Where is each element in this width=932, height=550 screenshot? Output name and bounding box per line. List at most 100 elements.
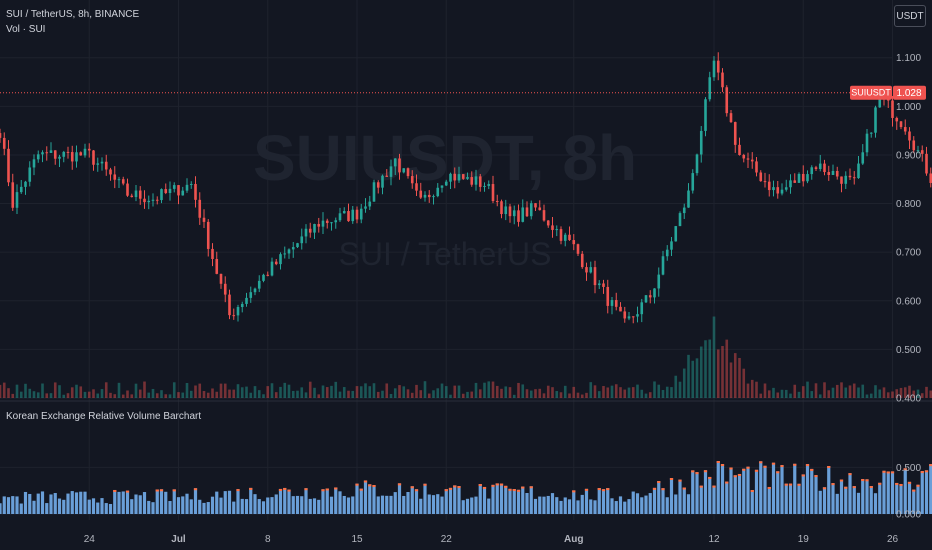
- volume-bar: [640, 389, 644, 398]
- candle-body: [126, 183, 129, 196]
- indicator-bar-cap: [601, 489, 606, 492]
- indicator-bar: [32, 500, 36, 514]
- candle-body: [929, 173, 932, 183]
- indicator-bar-cap: [325, 488, 329, 491]
- indicator-bar-cap: [716, 460, 720, 463]
- volume-bar: [219, 383, 223, 398]
- candle-body: [325, 220, 329, 224]
- indicator-bar: [151, 502, 155, 514]
- candle-body: [296, 243, 299, 248]
- candle-body: [151, 199, 155, 201]
- volume-bar: [912, 390, 916, 398]
- volume-bar: [66, 393, 70, 398]
- indicator-bar-cap: [869, 486, 873, 489]
- candle-body: [801, 173, 805, 182]
- indicator-bar: [461, 500, 465, 514]
- volume-bar: [891, 391, 894, 398]
- indicator-bar: [478, 483, 482, 514]
- candle-body: [364, 206, 367, 209]
- indicator-bar: [618, 496, 623, 514]
- candle-body: [66, 151, 70, 153]
- candle-body: [32, 159, 36, 168]
- indicator-legend[interactable]: Korean Exchange Relative Volume Barchart: [6, 411, 202, 422]
- candle-body: [852, 177, 856, 179]
- indicator-bar: [240, 498, 244, 514]
- candle-body: [563, 234, 567, 241]
- candle-body: [15, 192, 19, 208]
- time-axis[interactable]: 24Jul81522Aug121926Sep91623: [84, 534, 932, 545]
- volume-bar: [648, 392, 652, 398]
- candle-body: [844, 175, 848, 184]
- volume-bar: [746, 383, 750, 398]
- volume-bar: [916, 389, 920, 398]
- indicator-bar: [742, 468, 746, 514]
- volume-bar: [767, 390, 771, 398]
- candle-body: [895, 117, 899, 122]
- indicator-bar: [87, 499, 91, 514]
- volume-bar: [580, 394, 584, 398]
- indicator-bar-cap: [822, 487, 827, 490]
- currency-button[interactable]: USDT: [894, 5, 926, 27]
- indicator-bar-cap: [844, 486, 848, 489]
- volume-bar: [410, 392, 414, 398]
- indicator-bar-cap: [453, 485, 457, 488]
- candle-body: [874, 107, 877, 133]
- price-tag-value: 1.028: [896, 88, 921, 99]
- indicator-bar: [699, 485, 703, 514]
- indicator-bar-cap: [929, 464, 932, 467]
- indicator-bar: [533, 498, 538, 514]
- volume-legend[interactable]: Vol · SUI: [6, 24, 46, 35]
- price-axis[interactable]: 1.100 1.000 0.900 0.800 0.700 0.600 0.500 0.400: [896, 53, 921, 404]
- indicator-bar-cap: [793, 463, 797, 466]
- volume-bar: [831, 387, 835, 398]
- volume-bar: [619, 387, 622, 398]
- candle-body: [908, 131, 911, 141]
- candle-body: [470, 177, 474, 185]
- candle-body: [903, 127, 907, 132]
- indicator-bar: [147, 500, 151, 514]
- candle-body: [704, 99, 707, 131]
- volume-bar: [453, 385, 457, 398]
- volume-bar: [929, 390, 932, 398]
- volume-bar: [512, 394, 516, 398]
- indicator-bar: [474, 496, 478, 514]
- volume-bar: [827, 390, 831, 398]
- volume-bar: [716, 349, 720, 398]
- symbol-title[interactable]: SUI / TetherUS, 8h, BINANCE: [6, 9, 140, 20]
- indicator-bar-cap: [771, 462, 776, 465]
- indicator-bar: [852, 486, 856, 514]
- indicator-bar: [550, 493, 555, 514]
- indicator-bar: [665, 497, 669, 514]
- candle-body: [593, 267, 597, 286]
- candle-body: [189, 183, 193, 185]
- volume-bar: [750, 379, 754, 398]
- candle-body: [249, 292, 253, 298]
- candle-body: [355, 209, 359, 220]
- indicator-bar-cap: [780, 465, 784, 468]
- indicator-bar-cap: [848, 473, 852, 476]
- candle-body: [733, 122, 737, 145]
- indicator-bar: [236, 489, 240, 514]
- volume-bar: [62, 394, 66, 398]
- volume-bar: [657, 384, 661, 398]
- indicator-bar: [712, 485, 716, 514]
- volume-bar: [738, 357, 741, 398]
- indicator-bar: [746, 466, 750, 514]
- indicator-bar-cap: [912, 489, 916, 492]
- indicator-bar-cap: [661, 488, 665, 491]
- indicator-bar: [397, 483, 402, 514]
- indicator-bar: [759, 461, 763, 514]
- indicator-bar: [100, 498, 104, 514]
- indicator-bar-cap: [878, 482, 882, 485]
- indicator-bar: [329, 496, 334, 514]
- indicator-bar: [597, 488, 601, 514]
- indicator-bar: [635, 493, 640, 514]
- volume-bar: [87, 391, 91, 398]
- indicator-bar: [606, 488, 610, 514]
- volume-bar: [245, 386, 248, 398]
- indicator-bar: [873, 493, 878, 514]
- candle-body: [814, 167, 818, 170]
- indicator-bar: [640, 497, 644, 514]
- indicator-axis[interactable]: 0.500 0.000: [896, 463, 921, 521]
